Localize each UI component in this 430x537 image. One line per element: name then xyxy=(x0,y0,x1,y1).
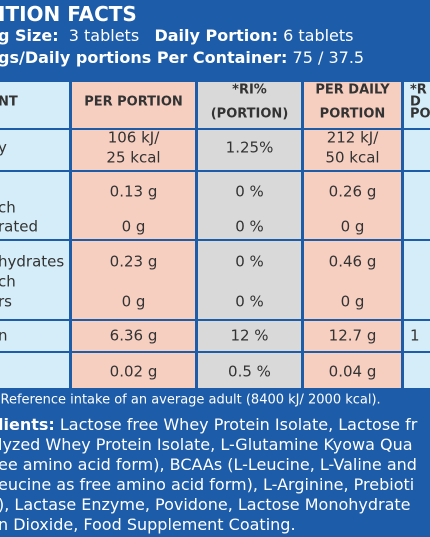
cell-text: 0.04 g xyxy=(328,362,377,381)
cell-text: 0 g xyxy=(121,292,146,311)
cell-text: 1 xyxy=(410,326,420,345)
title: ITION FACTS xyxy=(0,2,137,26)
column-bg xyxy=(72,82,195,388)
footnote: *Reference intake of an average adult (8… xyxy=(0,392,381,408)
ingredients-line: eucine as free amino acid form), L-Argin… xyxy=(0,477,414,493)
cell-text: 0.13 g xyxy=(109,182,158,201)
serving-value: 3 tablets xyxy=(68,26,140,45)
column-header: D xyxy=(410,94,421,110)
column-bg xyxy=(0,82,69,388)
cell-text: 0.5 % xyxy=(228,362,271,381)
serving-line: g Size: 3 tablets Daily Portion: 6 table… xyxy=(0,28,354,44)
column-header: *RI% xyxy=(232,82,267,98)
ingredients-text: Lactose free Whey Protein Isolate, Lacto… xyxy=(59,415,418,434)
row-divider xyxy=(0,351,430,353)
ingredients-label: lients: xyxy=(0,415,55,434)
cell-text: 0 g xyxy=(121,217,146,236)
column-header: *R xyxy=(410,82,427,98)
row-divider xyxy=(0,239,430,241)
cell-text: 12 % xyxy=(230,326,269,345)
ingredients-line: lyzed Whey Protein Isolate, L-Glutamine … xyxy=(0,437,413,453)
cell-text: 0 g xyxy=(340,292,365,311)
cell-text: 6.36 g xyxy=(109,326,158,345)
cell-text: 0 g xyxy=(340,217,365,236)
column-header: NT xyxy=(0,94,18,110)
ingredients-text: ), Lactase Enzyme, Povidone, Lactose Mon… xyxy=(0,495,411,514)
cell-text: 0 % xyxy=(235,292,264,311)
ingredients-text: lyzed Whey Protein Isolate, L-Glutamine … xyxy=(0,435,413,454)
container-value: 75 / 37.5 xyxy=(292,48,365,67)
column-header: PORTION xyxy=(319,106,386,122)
cell-text: rs xyxy=(0,292,12,311)
serving-label: g Size: xyxy=(0,26,59,45)
cell-text: 12.7 g xyxy=(328,326,377,345)
column-header: (PORTION) xyxy=(210,106,289,122)
cell-text: rated xyxy=(0,217,38,236)
ingredients-line: ee amino acid form), BCAAs (L-Leucine, L… xyxy=(0,457,417,473)
column-header: PER DAILY xyxy=(315,82,390,98)
row-divider xyxy=(0,128,430,130)
cell-text: 50 kcal xyxy=(325,148,380,167)
cell-text: 0 % xyxy=(235,217,264,236)
cell-text: 0.26 g xyxy=(328,182,377,201)
cell-text: n xyxy=(0,326,8,345)
cell-text: 0.23 g xyxy=(109,252,158,271)
cell-text: 0.46 g xyxy=(328,252,377,271)
cell-text: 1.25% xyxy=(225,138,274,157)
cell-text: ch xyxy=(0,272,16,291)
cell-text: 0 % xyxy=(235,182,264,201)
container-line: gs/Daily portions Per Container: 75 / 37… xyxy=(0,50,364,66)
daily-label: Daily Portion: xyxy=(154,26,279,45)
cell-text: ch xyxy=(0,198,16,217)
ingredients-text: n Dioxide, Food Supplement Coating. xyxy=(0,515,296,534)
cell-text: 212 kJ/ xyxy=(326,128,379,147)
row-divider xyxy=(0,319,430,321)
ingredients-text: ee amino acid form), BCAAs (L-Leucine, L… xyxy=(0,455,417,474)
cell-text: 0 % xyxy=(235,252,264,271)
ingredients-text: eucine as free amino acid form), L-Argin… xyxy=(0,475,415,494)
daily-value: 6 tablets xyxy=(283,26,354,45)
column-bg xyxy=(304,82,401,388)
column-header: PO xyxy=(410,106,430,122)
column-bg xyxy=(404,82,430,388)
ingredients-line: lients: Lactose free Whey Protein Isolat… xyxy=(0,417,417,433)
ingredients-line: ), Lactase Enzyme, Povidone, Lactose Mon… xyxy=(0,497,411,513)
column-header: PER PORTION xyxy=(84,94,183,110)
container-label: gs/Daily portions Per Container: xyxy=(0,48,288,67)
ingredients-line: n Dioxide, Food Supplement Coating. xyxy=(0,517,296,533)
cell-text: hydrates xyxy=(0,252,65,271)
column-bg xyxy=(198,82,301,388)
cell-text: y xyxy=(0,138,7,157)
cell-text: 106 kJ/ xyxy=(107,128,160,147)
row-divider xyxy=(0,170,430,172)
cell-text: 25 kcal xyxy=(106,148,161,167)
cell-text: 0.02 g xyxy=(109,362,158,381)
